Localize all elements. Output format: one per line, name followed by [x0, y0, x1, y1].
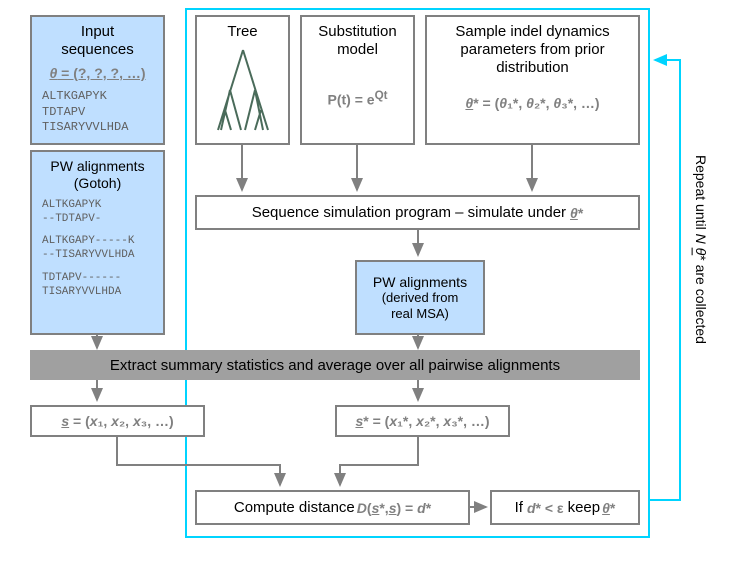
simulation-text: Sequence simulation program – simulate u…: [252, 204, 566, 222]
compute-distance-box: Compute distance D(s*,s) = d*: [195, 490, 470, 525]
pw-derived-box: PW alignments (derived from real MSA): [355, 260, 485, 335]
substitution-model-box: Substitution model P(t) = eQt: [300, 15, 415, 145]
extract-stats-bar: Extract summary statistics and average o…: [30, 350, 640, 380]
keep-text2: keep: [568, 499, 601, 517]
pw-derived-sub: (derived from real MSA): [382, 290, 459, 321]
keep-cond: d* < ε: [527, 500, 564, 516]
pw-derived-title: PW alignments: [373, 274, 467, 291]
s-star-box: s* = (x₁*, x₂*, x₃*, …): [335, 405, 510, 437]
pw-gotoh-title: PW alignments (Gotoh): [50, 158, 144, 192]
s-box: s = (x₁, x₂, x₃, …): [30, 405, 205, 437]
simulation-theta: θ*: [570, 205, 583, 221]
substitution-model-formula: P(t) = eQt: [327, 89, 387, 108]
indel-box: Sample indel dynamics parameters from pr…: [425, 15, 640, 145]
compute-distance-text: Compute distance: [234, 499, 355, 517]
tree-box: Tree: [195, 15, 290, 145]
input-sequences-title: Input sequences: [61, 23, 134, 59]
pw-gotoh-box: PW alignments (Gotoh) ALTKGAPYK --TDTAPV…: [30, 150, 165, 335]
extract-stats-text: Extract summary statistics and average o…: [110, 357, 560, 374]
repeat-text: Repeat until N θ* are collected: [693, 155, 709, 344]
tree-icon: [203, 45, 283, 135]
keep-if: If: [515, 499, 523, 517]
keep-box: If d* < ε keep θ*: [490, 490, 640, 525]
tree-title: Tree: [227, 23, 257, 41]
input-sequences-theta: θ = (?, ?, ?, …): [49, 65, 145, 81]
s-formula: s = (x₁, x₂, x₃, …): [61, 413, 173, 429]
input-sequences-lines: ALTKGAPYK TDTAPV TISARYVVLHDA: [36, 89, 128, 136]
substitution-model-title: Substitution model: [318, 23, 396, 59]
keep-theta: θ*: [602, 500, 615, 516]
s-star-formula: s* = (x₁*, x₂*, x₃*, …): [355, 413, 489, 429]
indel-formula: θ* = (θ₁*, θ₂*, θ₃*, …): [465, 95, 599, 111]
indel-title: Sample indel dynamics parameters from pr…: [455, 23, 609, 77]
input-sequences-box: Input sequences θ = (?, ?, ?, …) ALTKGAP…: [30, 15, 165, 145]
compute-distance-formula: D(s*,s) = d*: [357, 500, 431, 516]
pw-gotoh-lines: ALTKGAPYK --TDTAPV- ALTKGAPY-----K --TIS…: [36, 198, 134, 300]
simulation-box: Sequence simulation program – simulate u…: [195, 195, 640, 230]
